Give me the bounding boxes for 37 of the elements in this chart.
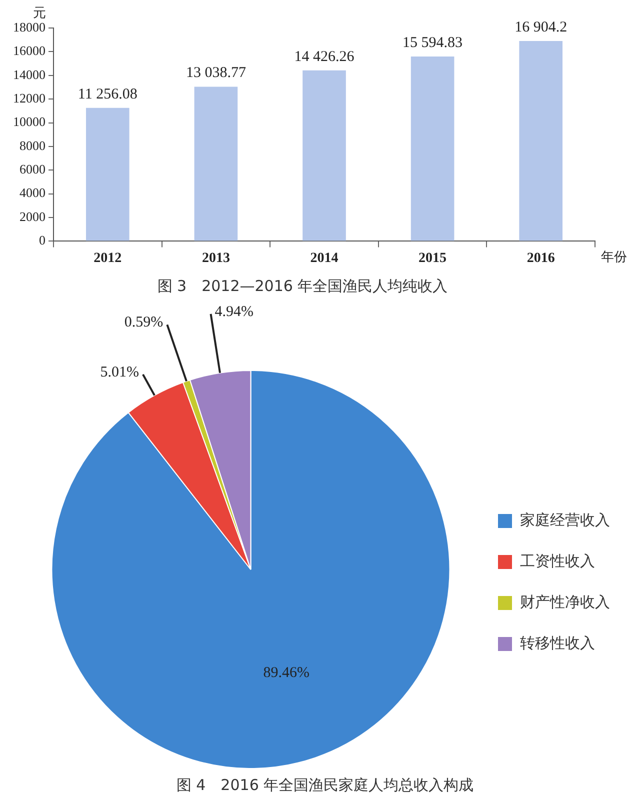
bar (410, 56, 454, 241)
y-tick-label: 0 (39, 232, 46, 248)
legend-label: 财产性净收入 (520, 592, 610, 611)
data-label: 14 426.26 (294, 48, 355, 65)
data-label: 16 904.2 (514, 19, 568, 36)
data-label: 11 256.08 (78, 86, 138, 102)
legend-label: 转移性收入 (520, 634, 595, 652)
y-tick-label: 16000 (13, 43, 46, 58)
x-tick-label: 2014 (310, 251, 338, 266)
y-tick-label: 10000 (13, 114, 46, 130)
x-tick-label: 2012 (94, 251, 122, 266)
data-label: 4.94% (214, 304, 254, 320)
legend-label: 家庭经营收入 (520, 510, 610, 529)
data-label: 0.59% (124, 314, 164, 331)
y-tick-label: 6000 (20, 162, 46, 177)
x-tick-label: 2015 (418, 251, 447, 266)
y-tick-label: 14000 (13, 66, 46, 82)
data-label: 13 038.77 (186, 65, 246, 82)
data-label: 5.01% (100, 364, 139, 380)
y-tick-label: 2000 (20, 208, 46, 224)
y-tick-label: 8000 (20, 138, 46, 153)
x-axis-title: 年份 (601, 250, 627, 266)
x-tick-label: 2013 (202, 251, 230, 266)
bar (194, 86, 238, 241)
text: 图 3 2012—2016 年全国渔民人均纯收入 (157, 276, 448, 295)
y-tick-label: 12000 (13, 90, 46, 106)
legend-label: 工资性收入 (520, 552, 595, 570)
bar (519, 40, 563, 241)
text: 图 4 2016 年全国渔民家庭人均总收入构成 (176, 776, 474, 794)
data-label: 89.46% (263, 664, 310, 681)
bar (302, 70, 346, 241)
y-tick-label: 18000 (13, 19, 46, 34)
x-tick-label: 2016 (526, 251, 555, 266)
data-label: 15 594.83 (402, 34, 463, 51)
y-tick-label: 4000 (20, 185, 46, 200)
y-axis-title: 元 (33, 6, 46, 21)
bar (86, 108, 130, 241)
